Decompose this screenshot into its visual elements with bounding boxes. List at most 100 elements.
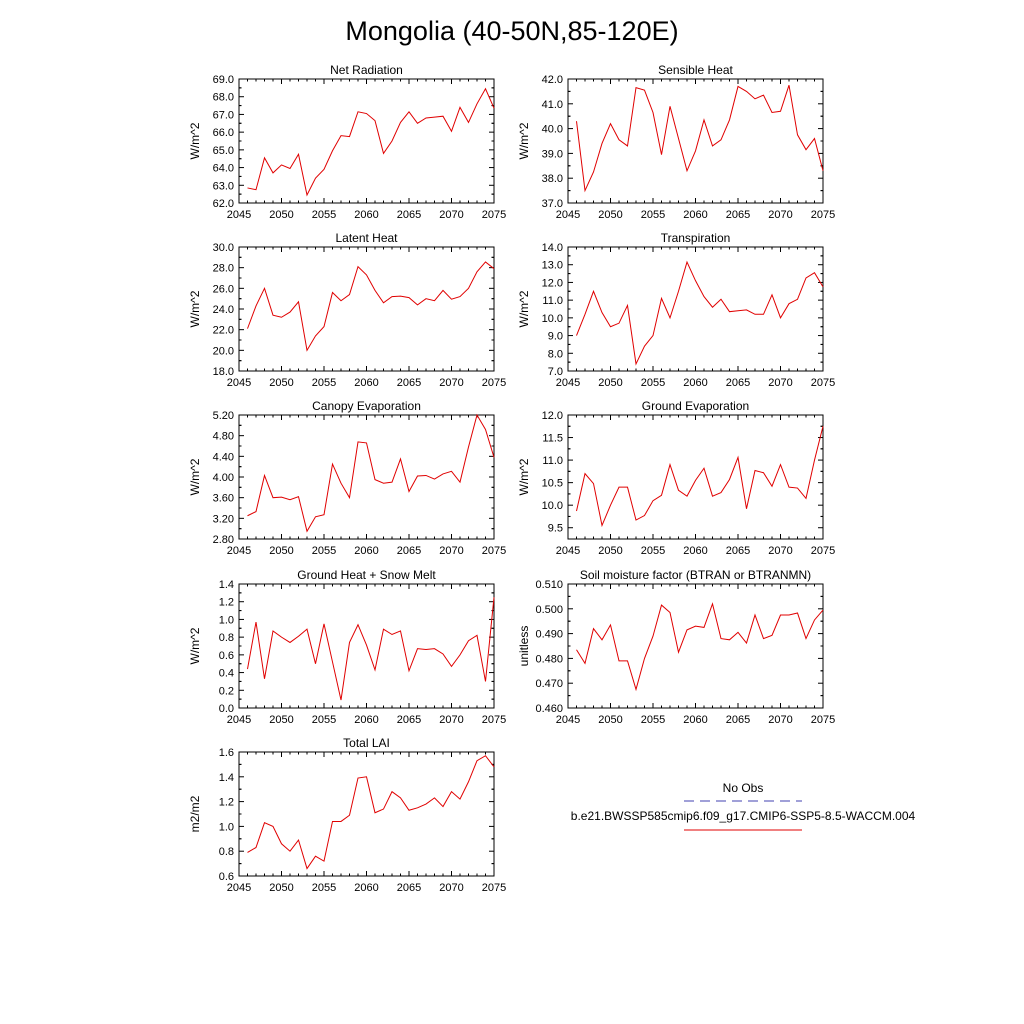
y-tick-label: 4.40	[213, 451, 234, 463]
x-tick-label: 2070	[439, 545, 463, 557]
y-tick-label: 41.0	[542, 99, 563, 111]
panel-title: Ground Heat + Snow Melt	[297, 568, 436, 582]
x-tick-label: 2055	[641, 714, 665, 726]
x-tick-label: 2075	[811, 545, 835, 557]
y-tick-label: 37.0	[542, 198, 563, 210]
y-tick-label: 0.470	[535, 678, 563, 690]
x-tick-label: 2075	[482, 545, 506, 557]
chart-panel: Soil moisture factor (BTRAN or BTRANMN) 2…	[517, 568, 835, 726]
chart-panel: Ground Evaporation 2045 2050 2055 2060 2065 20…	[517, 399, 835, 557]
x-tick-label: 2045	[227, 209, 251, 221]
x-tick-label: 2055	[312, 377, 336, 389]
panel-title: Total LAI	[343, 736, 390, 750]
y-tick-label: 9.5	[548, 523, 563, 535]
chart-panel: Ground Heat + Snow Melt 2045 2050 2055 2060 2…	[188, 568, 506, 726]
y-axis-label: W/m^2	[188, 458, 202, 495]
y-tick-label: 5.20	[213, 410, 234, 422]
chart-panel: Net Radiation 2045 2050 2055 2060 2065 2070 207…	[188, 63, 506, 221]
y-tick-label: 20.0	[213, 345, 234, 357]
x-tick-label: 2065	[397, 377, 421, 389]
y-tick-label: 1.2	[219, 597, 234, 609]
x-tick-label: 2045	[556, 714, 580, 726]
y-tick-label: 1.2	[219, 797, 234, 809]
x-tick-label: 2055	[641, 209, 665, 221]
y-tick-label: 0.8	[219, 632, 234, 644]
x-tick-label: 2060	[683, 377, 707, 389]
y-tick-label: 0.4	[219, 668, 234, 680]
x-tick-label: 2070	[439, 209, 463, 221]
legend-label-no-obs: No Obs	[723, 781, 764, 795]
y-tick-label: 28.0	[213, 263, 234, 275]
x-tick-label: 2070	[768, 714, 792, 726]
y-tick-label: 2.80	[213, 534, 234, 546]
x-tick-label: 2075	[482, 377, 506, 389]
series-line	[247, 87, 495, 197]
panels: Net Radiation 2045 2050 2055 2060 2065 2070 207…	[188, 63, 835, 894]
y-tick-label: 1.6	[219, 747, 234, 759]
x-tick-label: 2050	[598, 714, 622, 726]
plot-frame	[567, 246, 824, 372]
x-tick-label: 2075	[482, 209, 506, 221]
y-tick-label: 0.0	[219, 703, 234, 715]
x-tick-label: 2060	[354, 882, 378, 894]
series-line	[576, 602, 824, 692]
series-line	[576, 426, 824, 528]
x-tick-label: 2070	[439, 377, 463, 389]
x-tick-label: 2055	[312, 714, 336, 726]
x-tick-label: 2065	[397, 882, 421, 894]
plot-frame	[238, 751, 495, 877]
y-tick-label: 0.6	[219, 650, 234, 662]
y-tick-label: 4.80	[213, 431, 234, 443]
x-tick-label: 2060	[354, 377, 378, 389]
legend-label-model: b.e21.BWSSP585cmip6.f09_g17.CMIP6-SSP5-8…	[571, 809, 916, 823]
x-tick-label: 2055	[641, 545, 665, 557]
x-tick-label: 2055	[641, 377, 665, 389]
y-axis-label: W/m^2	[517, 290, 531, 327]
y-axis-label: m2/m2	[188, 795, 202, 832]
y-tick-label: 0.490	[535, 629, 563, 641]
y-tick-label: 63.0	[213, 180, 234, 192]
panel-title: Canopy Evaporation	[312, 399, 421, 413]
y-tick-label: 12.0	[542, 410, 563, 422]
x-tick-label: 2060	[354, 209, 378, 221]
y-tick-label: 13.0	[542, 260, 563, 272]
plot-frame	[238, 78, 495, 204]
x-tick-label: 2045	[227, 377, 251, 389]
x-tick-label: 2070	[768, 209, 792, 221]
x-tick-label: 2075	[811, 209, 835, 221]
y-tick-label: 10.0	[542, 500, 563, 512]
y-tick-label: 11.0	[542, 455, 563, 467]
y-axis-label: W/m^2	[188, 627, 202, 664]
y-tick-label: 0.480	[535, 653, 563, 665]
x-tick-label: 2070	[768, 545, 792, 557]
y-tick-label: 0.6	[219, 871, 234, 883]
y-tick-label: 14.0	[542, 242, 563, 254]
y-tick-label: 65.0	[213, 145, 234, 157]
x-tick-label: 2045	[227, 545, 251, 557]
y-axis-label: W/m^2	[517, 122, 531, 159]
chart-panel: Sensible Heat 2045 2050 2055 2060 2065 2070 207…	[517, 63, 835, 221]
chart-panel: Transpiration 2045 2050 2055 2060 2065 2070 207…	[517, 231, 835, 389]
x-tick-label: 2050	[269, 545, 293, 557]
y-tick-label: 42.0	[542, 74, 563, 86]
x-tick-label: 2050	[269, 209, 293, 221]
x-tick-label: 2065	[726, 545, 750, 557]
y-tick-label: 0.8	[219, 846, 234, 858]
y-tick-label: 4.00	[213, 472, 234, 484]
series-line	[576, 260, 824, 366]
x-tick-label: 2050	[598, 209, 622, 221]
y-tick-label: 3.60	[213, 493, 234, 505]
x-tick-label: 2070	[768, 377, 792, 389]
x-tick-label: 2065	[726, 209, 750, 221]
legend: No Obs b.e21.BWSSP585cmip6.f09_g17.CMIP6…	[571, 781, 916, 831]
y-tick-label: 64.0	[213, 163, 234, 175]
y-tick-label: 0.460	[535, 703, 563, 715]
x-tick-label: 2045	[556, 377, 580, 389]
x-tick-label: 2060	[354, 545, 378, 557]
series-line	[247, 755, 495, 870]
y-tick-label: 11.0	[542, 295, 563, 307]
main-title: Mongolia (40-50N,85-120E)	[345, 16, 678, 46]
y-tick-label: 10.5	[542, 478, 563, 490]
y-tick-label: 66.0	[213, 127, 234, 139]
y-tick-label: 10.0	[542, 313, 563, 325]
